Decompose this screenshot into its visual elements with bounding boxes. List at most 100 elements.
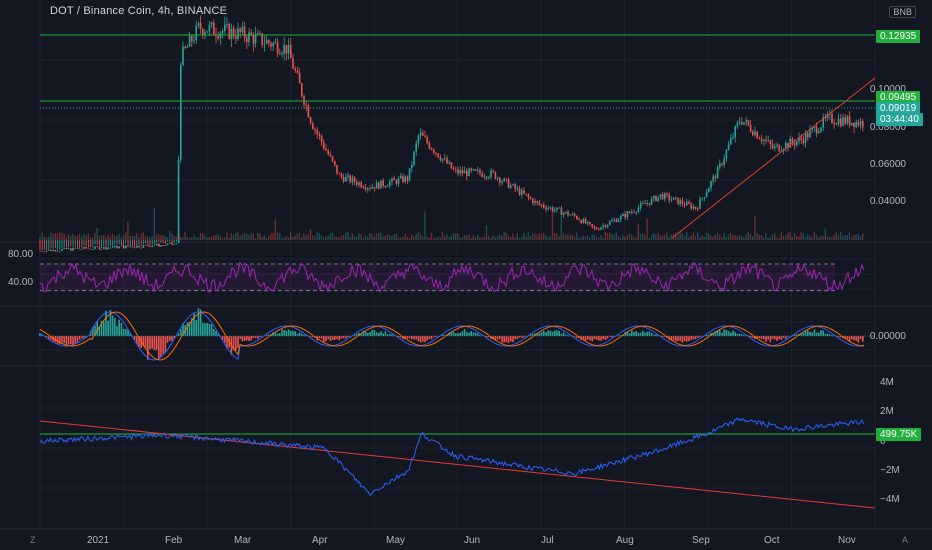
macd-histogram-bar xyxy=(670,336,673,341)
candle-body xyxy=(461,170,464,174)
macd-histogram-bar xyxy=(153,336,156,351)
candle-body xyxy=(338,173,340,175)
candle-body xyxy=(133,247,136,249)
volume-bar xyxy=(358,233,360,240)
candle-body xyxy=(430,148,433,150)
macd-histogram-bar xyxy=(276,333,279,336)
volume-bar xyxy=(760,235,763,240)
candle-body xyxy=(804,133,807,144)
candle-body xyxy=(305,104,307,106)
macd-histogram-bar xyxy=(710,332,712,336)
candle-body xyxy=(237,28,239,39)
macd-histogram-bar xyxy=(774,336,776,340)
macd-histogram-bar xyxy=(846,336,849,339)
volume-bar xyxy=(745,234,747,240)
volume-bar xyxy=(118,234,120,240)
candle-body xyxy=(752,131,754,136)
candle-body xyxy=(173,244,175,245)
candle-body xyxy=(538,202,541,205)
macd-histogram-bar xyxy=(162,336,164,354)
candle-body xyxy=(560,208,563,215)
candle-body xyxy=(353,177,356,183)
volume-bar xyxy=(437,236,439,240)
volume-bar xyxy=(833,234,835,240)
volume-bar xyxy=(668,236,670,240)
candle-body xyxy=(257,33,259,35)
macd-histogram-bar xyxy=(468,332,470,336)
macd-histogram-bar xyxy=(455,333,457,336)
volume-bar xyxy=(703,236,705,240)
macd-histogram-bar xyxy=(356,333,358,336)
volume-bar xyxy=(573,236,576,240)
volume-bar xyxy=(81,236,83,240)
macd-histogram-bar xyxy=(820,330,822,336)
macd-histogram-bar xyxy=(334,336,336,340)
macd-histogram-bar xyxy=(661,336,664,338)
candle-body xyxy=(74,247,76,249)
volume-bar xyxy=(309,229,312,240)
volume-bar xyxy=(635,237,637,240)
volume-bar xyxy=(818,237,820,240)
macd-histogram-bar xyxy=(699,336,701,338)
candle-body xyxy=(466,170,468,177)
volume-bar xyxy=(100,235,103,240)
macd-histogram-bar xyxy=(848,336,851,342)
candle-body xyxy=(679,200,681,205)
candle-body xyxy=(70,248,72,251)
macd-histogram-bar xyxy=(470,331,472,336)
auto-scale-icon[interactable]: A xyxy=(902,535,909,545)
macd-histogram-bar xyxy=(503,336,505,343)
macd-histogram-bar xyxy=(180,329,182,336)
macd-histogram-bar xyxy=(536,332,538,336)
macd-histogram-bar xyxy=(851,336,853,340)
volume-bar xyxy=(683,236,686,240)
macd-histogram-bar xyxy=(45,336,48,338)
candle-body xyxy=(809,129,811,138)
candle-body xyxy=(855,121,857,128)
macd-histogram-bar xyxy=(655,334,657,336)
macd-histogram-bar xyxy=(382,333,384,336)
candle-body xyxy=(617,219,620,223)
candle-body xyxy=(620,215,622,220)
macd-histogram-bar xyxy=(547,330,549,336)
macd-histogram-bar xyxy=(679,336,681,342)
candle-body xyxy=(472,169,475,171)
current-price-tag: 0.09019 xyxy=(876,102,921,115)
macd-histogram-bar xyxy=(63,336,65,344)
candle-body xyxy=(840,118,842,126)
candle-body xyxy=(204,32,206,35)
candle-body xyxy=(479,170,481,174)
candle-body xyxy=(681,200,684,205)
volume-bar xyxy=(793,233,796,240)
candle-body xyxy=(147,244,149,247)
candle-body xyxy=(578,218,580,221)
candle-body xyxy=(771,144,774,149)
volume-bar xyxy=(809,235,811,240)
candle-body xyxy=(437,153,439,158)
volume-bar xyxy=(591,234,593,240)
volume-bar xyxy=(481,237,483,240)
macd-histogram-bar xyxy=(171,336,173,342)
candle-body xyxy=(402,176,404,183)
macd-histogram-bar xyxy=(499,336,501,340)
candle-body xyxy=(763,139,765,142)
candle-body xyxy=(503,178,505,182)
volume-bar xyxy=(450,235,452,240)
volume-bar xyxy=(655,234,657,240)
candle-body xyxy=(63,247,65,249)
volume-bar xyxy=(265,237,268,240)
obv-trendline xyxy=(39,420,876,509)
candle-body xyxy=(701,198,703,200)
volume-bar xyxy=(646,218,648,240)
candle-body xyxy=(622,213,624,216)
macd-histogram-bar xyxy=(752,336,754,338)
volume-bar xyxy=(202,233,204,240)
candle-body xyxy=(501,181,503,183)
candle-body xyxy=(549,207,552,209)
timezone-icon[interactable]: Z xyxy=(30,535,36,545)
macd-histogram-bar xyxy=(393,335,395,336)
candle-body xyxy=(604,225,607,228)
candle-body xyxy=(177,159,180,244)
